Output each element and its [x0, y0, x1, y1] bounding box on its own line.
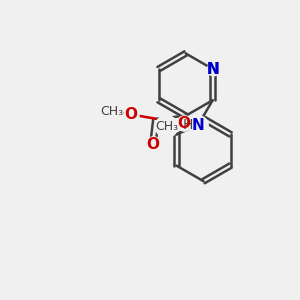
Text: N: N [206, 61, 219, 76]
Text: O: O [146, 136, 160, 152]
Text: N: N [206, 61, 219, 76]
Text: O: O [178, 116, 191, 131]
Text: N: N [191, 118, 204, 133]
Text: H: H [183, 118, 194, 133]
Text: O: O [124, 107, 137, 122]
Text: CH₃: CH₃ [155, 120, 178, 133]
Text: CH₃: CH₃ [100, 105, 123, 118]
